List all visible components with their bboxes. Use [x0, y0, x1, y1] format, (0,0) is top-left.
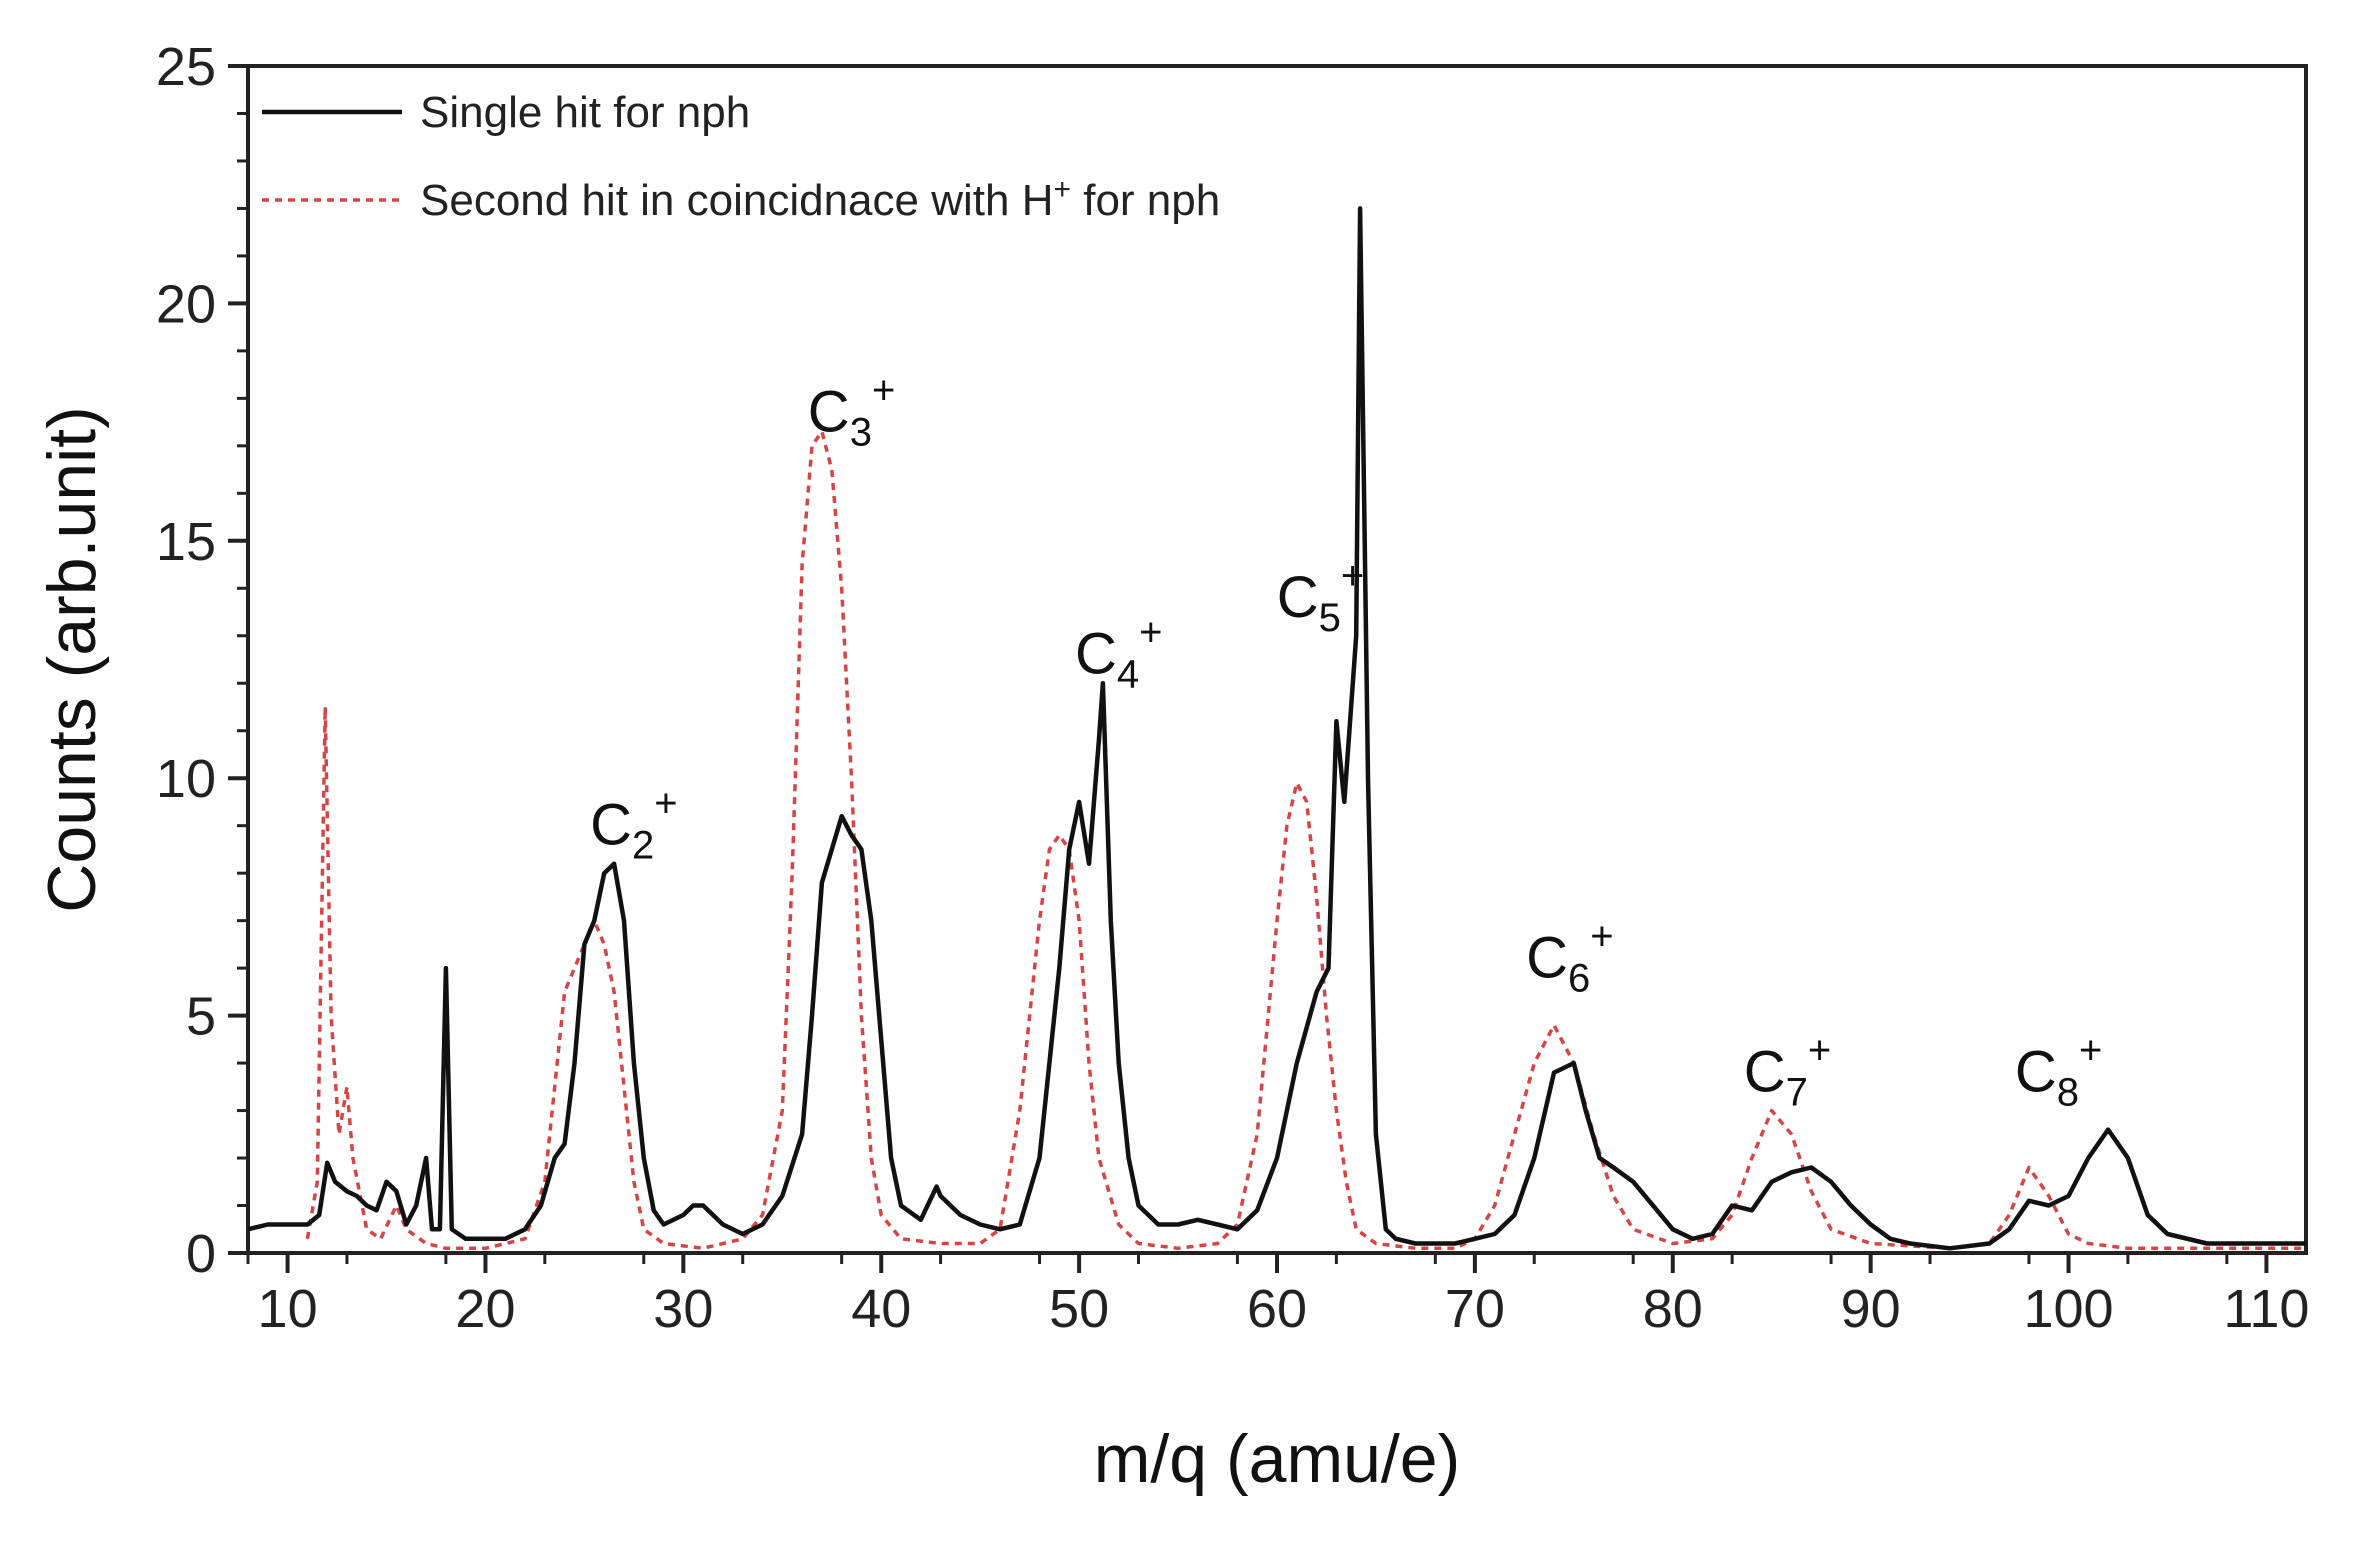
legend-label-part: Second hit in coincidnace with H [420, 176, 1053, 225]
peak-label-subscript: 5 [1319, 596, 1341, 640]
peak-label: C5+ [1277, 554, 1365, 640]
y-tick-label: 5 [186, 987, 216, 1047]
peak-label-base: C [1277, 565, 1319, 630]
y-axis-ticks: 0 5 10 15 20 25 [156, 37, 248, 1284]
peak-label: C2+ [590, 782, 678, 868]
x-tick-label: 110 [2223, 1279, 2309, 1339]
peak-label: C6+ [1526, 915, 1614, 1001]
legend-label: Single hit for nph [420, 88, 750, 137]
x-tick-label: 90 [1841, 1279, 1901, 1339]
peak-label-superscript: + [2079, 1029, 2102, 1073]
peak-label: C7+ [1744, 1029, 1832, 1115]
peak-label-superscript: + [1808, 1029, 1831, 1073]
x-tick-label: 60 [1247, 1279, 1307, 1339]
y-axis-title: Counts (arb.unit) [34, 406, 110, 912]
peak-label-subscript: 4 [1117, 653, 1139, 697]
legend-label-superscript: + [1053, 173, 1071, 206]
peak-label-base: C [1526, 926, 1568, 991]
peak-label-subscript: 6 [1568, 957, 1590, 1001]
y-tick-label: 15 [156, 512, 216, 572]
y-tick-label: 25 [156, 37, 216, 97]
data-series [247, 206, 2306, 1251]
x-tick-label: 100 [2023, 1279, 2113, 1339]
peak-label-base: C [1075, 622, 1117, 687]
x-axis-ticks: 10 20 30 40 50 60 70 80 90 100 110 [246, 1253, 2309, 1339]
x-tick-label: 20 [455, 1279, 515, 1339]
y-tick-label: 10 [156, 749, 216, 809]
peak-label: C4+ [1075, 611, 1163, 697]
y-tick-label: 0 [186, 1224, 216, 1284]
peak-label-base: C [1744, 1040, 1786, 1105]
peak-label-superscript: + [872, 369, 895, 413]
peak-label-base: C [590, 793, 632, 858]
legend-label-part: for nph [1071, 176, 1220, 225]
legend-label: Second hit in coincidnace with H+ for np… [420, 173, 1220, 225]
peak-label-superscript: + [654, 782, 677, 826]
peak-label-superscript: + [1590, 915, 1613, 959]
peak-label-subscript: 7 [1786, 1071, 1808, 1115]
x-tick-label: 70 [1445, 1279, 1505, 1339]
x-tick-label: 10 [258, 1279, 318, 1339]
x-tick-label: 80 [1643, 1279, 1703, 1339]
peak-label-base: C [808, 380, 850, 445]
peak-label-superscript: + [1341, 554, 1364, 598]
x-axis-title: m/q (amu/e) [1094, 1421, 1461, 1497]
peak-label-subscript: 8 [2057, 1071, 2079, 1115]
y-tick-label: 20 [156, 274, 216, 334]
peak-label-base: C [2015, 1040, 2057, 1105]
peak-label: C3+ [808, 369, 896, 455]
series-line-second-hit [305, 429, 2306, 1251]
peak-label-subscript: 2 [632, 824, 654, 868]
x-tick-label: 40 [851, 1279, 911, 1339]
peak-label-subscript: 3 [850, 411, 872, 455]
x-tick-label: 30 [653, 1279, 713, 1339]
peak-label-superscript: + [1139, 611, 1162, 655]
peak-annotations: C2+C3+C4+C5+C6+C7+ C8+ [590, 369, 2102, 1115]
legend: Single hit for nph Second hit in coincidn… [262, 88, 1220, 225]
series-line-single-hit [247, 206, 2306, 1251]
x-tick-label: 50 [1049, 1279, 1109, 1339]
peak-label: C8+ [2015, 1029, 2103, 1115]
